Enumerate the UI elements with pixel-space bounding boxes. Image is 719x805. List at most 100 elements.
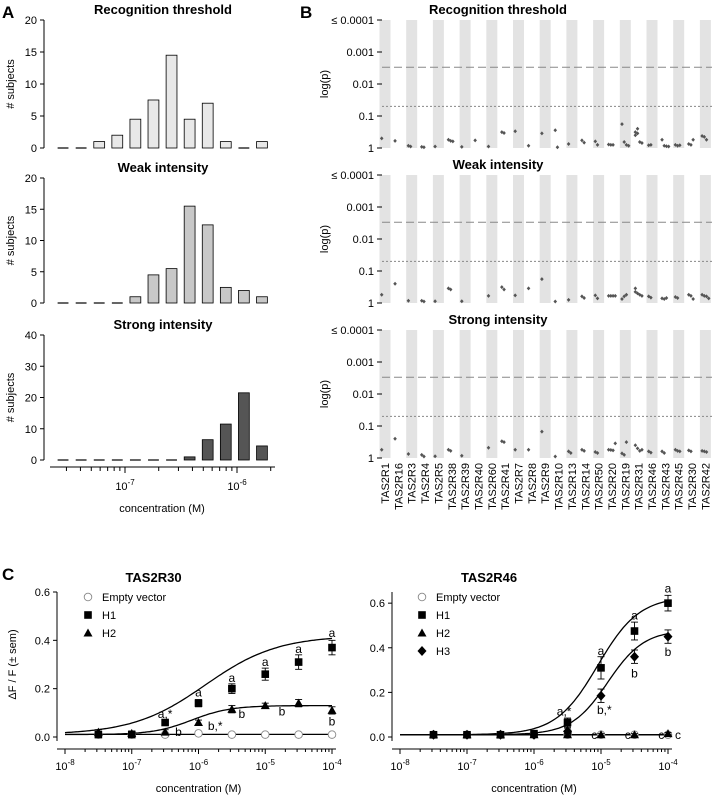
marker-triangle bbox=[294, 698, 304, 707]
histogram-bar bbox=[165, 268, 178, 304]
scatter-band bbox=[619, 175, 631, 303]
scatter-point bbox=[393, 281, 397, 286]
scatter-y-tick-label: 1 bbox=[368, 298, 374, 310]
scatter-point bbox=[662, 297, 667, 302]
marker-square bbox=[630, 627, 639, 635]
marker-triangle bbox=[83, 628, 93, 637]
scatter-y-tick-label: 0.001 bbox=[346, 202, 374, 214]
significance-label: a bbox=[195, 685, 202, 699]
scatter-band bbox=[379, 20, 391, 148]
scatter-point bbox=[637, 140, 642, 145]
hist-y-tick-label: 20 bbox=[25, 15, 37, 27]
marker-circle bbox=[417, 592, 427, 602]
scatter-point bbox=[502, 440, 506, 445]
scatter-band bbox=[699, 175, 711, 303]
scatter-y-tick-label: 0.1 bbox=[359, 421, 374, 433]
hist-y-tick-label: 15 bbox=[25, 204, 37, 216]
histogram-bar bbox=[219, 141, 232, 149]
marker-triangle bbox=[160, 727, 170, 736]
marker-triangle bbox=[194, 718, 203, 726]
scatter-point bbox=[606, 142, 611, 147]
scatter-band bbox=[673, 20, 685, 148]
scatter-band bbox=[593, 175, 605, 303]
dr-y-tick-label: 0.0 bbox=[35, 732, 50, 744]
x-tick-1e-7: 10-7 bbox=[115, 478, 135, 493]
scatter-category-label: TAS2R20 bbox=[607, 463, 619, 510]
scatter-point bbox=[566, 449, 571, 454]
marker-square bbox=[228, 684, 236, 693]
marker-circle bbox=[227, 730, 237, 739]
scatter-point bbox=[582, 448, 586, 453]
hist-y-tick-label: 10 bbox=[25, 79, 37, 91]
scatter-title: Strong intensity bbox=[449, 312, 549, 327]
scatter-point bbox=[448, 448, 453, 453]
marker-triangle bbox=[127, 728, 137, 737]
marker-diamond bbox=[417, 646, 427, 656]
scatter-category-label: TAS2R4 bbox=[420, 463, 432, 504]
dose-response-title: TAS2R46 bbox=[461, 570, 517, 585]
scatter-band bbox=[406, 20, 418, 148]
dr-y-tick-label: 0.2 bbox=[370, 687, 385, 699]
dr-x-tick-label-base: 10 bbox=[189, 761, 201, 773]
scatter-category-label: TAS2R5 bbox=[433, 463, 445, 504]
scatter-point bbox=[379, 447, 384, 452]
scatter-point bbox=[622, 452, 626, 457]
hist-y-tick-label: 0 bbox=[31, 298, 37, 310]
significance-label: b bbox=[631, 666, 638, 680]
significance-label: b bbox=[279, 705, 286, 719]
scatter-point bbox=[609, 293, 613, 298]
significance-label: a,* bbox=[557, 704, 572, 718]
marker-square bbox=[563, 718, 572, 727]
significance-label: c bbox=[591, 728, 597, 742]
scatter-point bbox=[526, 143, 531, 148]
dr-x-tick-label: 10-8 bbox=[55, 758, 75, 773]
scatter-point bbox=[646, 143, 651, 148]
scatter-point bbox=[595, 451, 600, 456]
marker-diamond bbox=[496, 729, 505, 740]
scatter-y-label: log(p) bbox=[319, 380, 331, 408]
scatter-category-label: TAS2R50 bbox=[594, 463, 606, 510]
x-tick-1e-7-exponent: -7 bbox=[128, 478, 136, 487]
legend-label: H2 bbox=[102, 628, 116, 640]
scatter-point bbox=[664, 296, 669, 301]
dr-x-tick-label-exponent: -4 bbox=[335, 758, 343, 767]
dr-x-tick-label: 10-7 bbox=[457, 758, 477, 773]
scatter-band bbox=[619, 330, 631, 458]
marker-circle bbox=[83, 592, 93, 602]
significance-label: a bbox=[631, 608, 638, 622]
scatter-point bbox=[582, 296, 586, 301]
dr-x-tick-label-exponent: -6 bbox=[201, 758, 209, 767]
scatter-band bbox=[513, 20, 524, 148]
scatter-band bbox=[646, 20, 658, 148]
hist-y-label: # subjects bbox=[5, 215, 17, 265]
scatter-point bbox=[486, 293, 491, 298]
scatter-category-label: TAS2R40 bbox=[473, 463, 485, 510]
scatter-point bbox=[620, 451, 624, 456]
dr-x-label: concentration (M) bbox=[156, 783, 242, 795]
scatter-point bbox=[704, 137, 709, 142]
scatter-category-label: TAS2R8 bbox=[527, 463, 539, 504]
hist-y-tick-label: 0 bbox=[31, 143, 37, 155]
scatter-y-tick-label: 1 bbox=[368, 453, 374, 465]
dr-x-tick-label: 10-7 bbox=[122, 758, 142, 773]
scatter-point bbox=[633, 289, 638, 294]
scatter-band bbox=[566, 330, 578, 458]
histogram-bar bbox=[219, 286, 232, 304]
scatter-point bbox=[526, 286, 531, 291]
scatter-y-tick-label: ≤ 0.0001 bbox=[331, 325, 374, 337]
dr-y-tick-label: 0.4 bbox=[370, 643, 385, 655]
dr-x-tick-label-exponent: -5 bbox=[604, 758, 612, 767]
scatter-point bbox=[406, 452, 411, 457]
scatter-point bbox=[422, 454, 426, 459]
scatter-point bbox=[595, 296, 600, 301]
x-tick-1e-6-base: 10 bbox=[227, 481, 239, 493]
histogram-bar bbox=[201, 102, 214, 149]
dr-x-tick-label-base: 10 bbox=[457, 761, 469, 773]
scatter-point bbox=[689, 293, 693, 298]
scatter-point bbox=[500, 285, 504, 290]
scatter-y-tick-label: 0.01 bbox=[353, 234, 374, 246]
marker-circle bbox=[294, 730, 303, 739]
scatter-point bbox=[553, 454, 558, 459]
